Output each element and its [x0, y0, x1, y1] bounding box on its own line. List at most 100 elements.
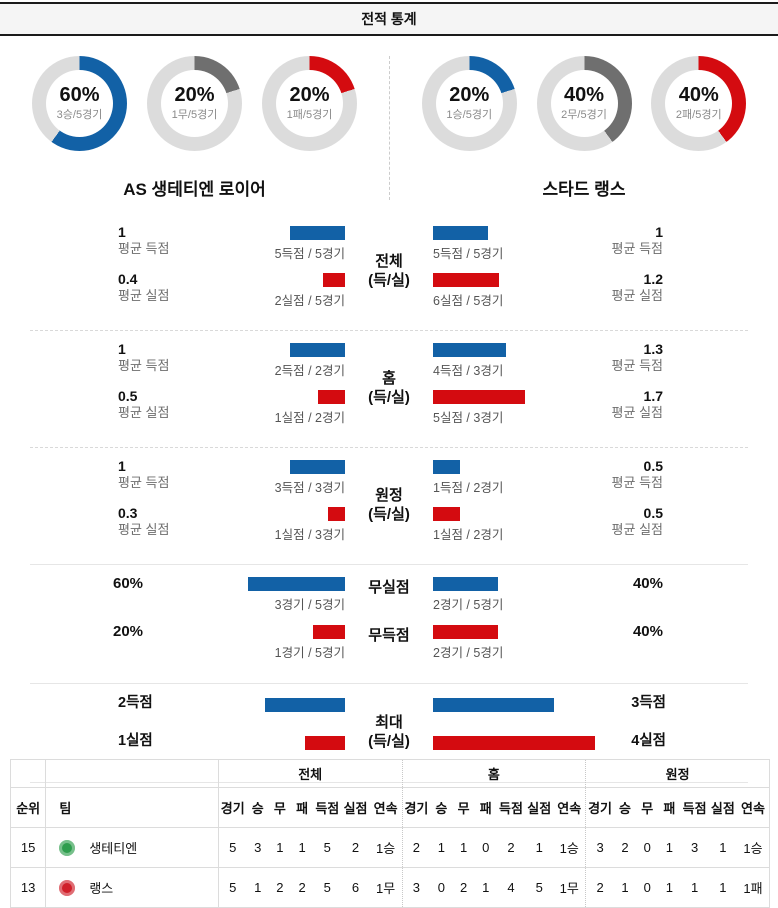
donut-center: 20% 1무/5경기	[161, 70, 228, 137]
stats-section-overall: 1 평균 득점 0.4 평균 실점 5득점 / 5경기 2실점 / 5경기 전체…	[30, 214, 748, 331]
stat-cell: 3	[585, 827, 614, 868]
avg-conceded-value: 1.7	[643, 388, 663, 404]
max-conceded-bar-block	[175, 732, 345, 770]
draw-rate-detail: 1무/5경기	[171, 109, 218, 121]
avg-scored-label: 평균 득점	[611, 358, 663, 373]
donut-center: 20% 1패/5경기	[276, 70, 343, 137]
avg-conceded-label: 평균 실점	[118, 288, 170, 303]
max-home-bars	[175, 694, 345, 770]
max-conceded: 1실점	[30, 732, 175, 770]
center-title: 전체	[375, 253, 403, 270]
scored-bar-block: 5득점 / 5경기	[175, 224, 345, 271]
max-scored-value: 2득점	[118, 695, 153, 711]
avg-scored-value: 1	[118, 341, 126, 357]
conceded-bar-block: 1실점 / 2경기	[175, 388, 345, 435]
noscore-pct: 20%	[30, 623, 175, 671]
noscore-bar-label: 2경기 / 5경기	[433, 646, 504, 660]
center-title: 홈	[382, 370, 396, 387]
avg-scored: 1 평균 득점	[30, 458, 175, 505]
stat-cell: 2	[401, 827, 431, 868]
win-rate-detail: 3승/5경기	[56, 109, 103, 121]
loss-rate-detail: 2패/5경기	[675, 109, 722, 121]
win-rate-detail: 1승/5경기	[446, 109, 493, 121]
noscore-bar-label: 1경기 / 5경기	[274, 646, 345, 660]
avg-scored: 1.3 평균 득점	[603, 341, 748, 388]
column-header-row: 순위 팀 경기 승 무 패 득점 실점 연속 경기 승 무 패 득점 실점 연속…	[9, 787, 770, 828]
scored-bar-label: 3득점 / 3경기	[274, 481, 345, 495]
scored-bar-block: 2득점 / 2경기	[175, 341, 345, 388]
stat-cell: 1	[680, 867, 709, 908]
noscore-pct-value: 40%	[632, 623, 663, 640]
conceded-bar-block: 2실점 / 5경기	[175, 271, 345, 318]
scored-bar	[433, 226, 488, 240]
avg-scored-label: 평균 득점	[118, 475, 170, 490]
donut-center: 20% 1승/5경기	[435, 70, 503, 137]
overall-center-label: 전체 (득/실)	[345, 224, 433, 318]
stats-section-home: 1 평균 득점 0.5 평균 실점 2득점 / 2경기 1실점 / 2경기 홈 …	[30, 331, 748, 448]
team-name: 생테티엔	[89, 841, 138, 856]
group-overall: 전체	[217, 759, 403, 788]
donut-center: 40% 2패/5경기	[665, 70, 733, 137]
col-streak: 연속	[553, 787, 586, 828]
stat-cell: 0	[636, 867, 659, 908]
home-home-bars: 2득점 / 2경기 1실점 / 2경기	[175, 341, 345, 435]
avg-scored-value: 1	[655, 224, 663, 240]
avg-scored-label: 평균 득점	[118, 358, 170, 373]
avg-scored-label: 평균 득점	[611, 475, 663, 490]
team-name: 랭스	[89, 881, 114, 896]
cleansheet-pct: 40%	[603, 575, 748, 623]
stats-section-max: 2득점 1실점 최대 (득/실)	[30, 684, 748, 783]
cleansheet-pct-value: 40%	[632, 575, 663, 592]
col-losses: 패	[658, 787, 681, 828]
conceded-bar	[433, 273, 499, 287]
conceded-bar-label: 1실점 / 2경기	[274, 411, 345, 425]
conceded-bar-block: 1실점 / 2경기	[433, 505, 603, 552]
col-conceded: 실점	[341, 787, 370, 828]
stat-cell: 4	[496, 867, 526, 908]
col-conceded: 실점	[708, 787, 737, 828]
avg-scored: 0.5 평균 득점	[603, 458, 748, 505]
col-draws: 무	[636, 787, 659, 828]
noscore-bar	[433, 625, 498, 639]
max-scored: 2득점	[30, 694, 175, 732]
blank-cell	[45, 759, 219, 788]
cleansheet-pct-value: 60%	[113, 575, 144, 592]
away-loss-rate-donut: 40% 2패/5경기	[651, 56, 747, 151]
team-row-home: 15 생테티엔 5 3 1 1 5 2 1승 2 1 1 0 2 1 1승 3 …	[9, 827, 770, 868]
team-row-away: 13 랭스 5 1 2 2 5 6 1무 3 0 2 1 4 5 1무 2 1	[9, 867, 770, 908]
col-scored: 득점	[680, 787, 709, 828]
away-home-bars: 3득점 / 3경기 1실점 / 3경기	[175, 458, 345, 552]
rank-cell: 13	[9, 867, 46, 908]
team-logo-icon	[59, 839, 76, 856]
avg-conceded-value: 0.5	[118, 388, 138, 404]
avg-conceded: 0.3 평균 실점	[30, 505, 175, 552]
col-losses: 패	[290, 787, 314, 828]
win-rate-value: 20%	[449, 84, 490, 106]
loss-rate-value: 40%	[678, 84, 719, 106]
draw-rate-detail: 2무/5경기	[561, 109, 607, 121]
loss-rate-value: 20%	[289, 84, 330, 106]
stat-cell: 0	[430, 867, 453, 908]
stat-cell: 1	[246, 867, 269, 908]
max-scored-bar-block	[175, 694, 345, 732]
pct-center-labels: 무실점 무득점	[345, 575, 433, 671]
overall-home-bars: 5득점 / 5경기 2실점 / 5경기	[175, 224, 345, 318]
stat-cell: 3	[246, 827, 269, 868]
col-draws: 무	[268, 787, 291, 828]
section-header: 전적 통계	[0, 2, 778, 36]
stat-cell: 1	[658, 867, 681, 908]
scored-bar-label: 1득점 / 2경기	[433, 481, 504, 495]
stat-cell: 1	[474, 867, 497, 908]
away-donut-row: 20% 1승/5경기 40% 2무/5경기 40% 2패/5경기	[390, 56, 778, 151]
stat-cell: 2	[496, 827, 526, 868]
col-rank: 순위	[9, 787, 46, 828]
scored-bar-label: 5득점 / 5경기	[433, 247, 504, 261]
center-title: 원정	[375, 487, 403, 504]
stat-cell: 1	[613, 867, 637, 908]
standings-table-wrap: 전체 홈 원정 순위 팀 경기 승 무 패 득점 실점 연속 경기 승 무 패 …	[9, 759, 770, 908]
avg-conceded: 0.5 평균 실점	[603, 505, 748, 552]
conceded-bar-block: 6실점 / 5경기	[433, 271, 603, 318]
stat-cell: 2	[290, 867, 314, 908]
cleansheet-bar-label: 3경기 / 5경기	[274, 598, 345, 612]
stat-cell: 5	[217, 827, 247, 868]
